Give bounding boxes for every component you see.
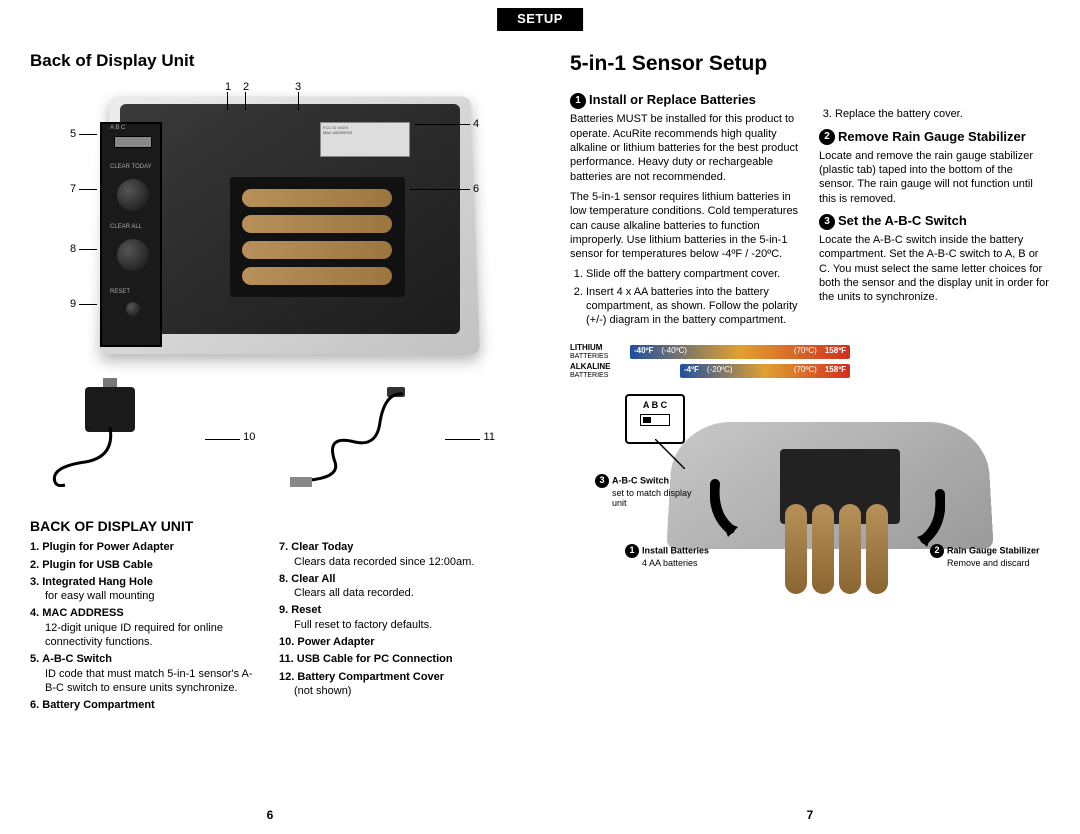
step1-heading: 1Install or Replace Batteries (570, 91, 801, 109)
abc-switch-label: 3A-B-C Switch set to match display unit (595, 474, 695, 510)
legend-columns: 1. Plugin for Power Adapter 2. Plugin fo… (30, 540, 510, 715)
callout-8: 8 (70, 242, 76, 256)
page-spread: Back of Display Unit FCC ID XXXXMAC ADDR… (0, 0, 1080, 834)
step1-li1: Slide off the battery compartment cover. (586, 267, 801, 281)
page-number-right: 7 (807, 808, 814, 824)
legend-col2: 7. Clear TodayClears data recorded since… (279, 540, 510, 715)
rain-gauge-label: 2Rain Gauge Stabilizer Remove and discar… (930, 544, 1060, 569)
right-page: 5-in-1 Sensor Setup 1Install or Replace … (540, 0, 1080, 834)
step1-list-cont: Replace the battery cover. (835, 107, 1050, 121)
step2-heading: 2Remove Rain Gauge Stabilizer (819, 128, 1050, 146)
usb-cable-illustration (285, 382, 415, 492)
legend-item: 5. A-B-C SwitchID code that must match 5… (30, 652, 261, 695)
legend-item: 2. Plugin for USB Cable (30, 558, 261, 572)
callout-11: 11 (484, 431, 495, 443)
temp-bars: LITHIUMBATTERIES -40ºF (-40ºC) (70ºC) 15… (570, 344, 1050, 379)
callout-5: 5 (70, 127, 76, 141)
callout-2: 2 (243, 80, 249, 94)
abc-callout: A B C (625, 394, 685, 444)
step3-heading: 3Set the A-B-C Switch (819, 212, 1050, 230)
step3-p1: Locate the A-B-C switch inside the batte… (819, 233, 1050, 304)
panel-abc-label: A B C (110, 125, 125, 133)
legend-item: 11. USB Cable for PC Connection (279, 652, 510, 666)
lithium-low: -40ºF (630, 346, 657, 356)
power-adapter-illustration (45, 382, 175, 492)
callout-1: 1 (225, 80, 231, 94)
callout-10: 10 (243, 431, 255, 443)
legend-item: 7. Clear TodayClears data recorded since… (279, 540, 510, 569)
batt-label: BATTERIES (570, 353, 608, 360)
panel-ca-label: CLEAR ALL (110, 224, 142, 232)
sensor-illustration: A B C 3A-B-C Switch set to match display… (570, 389, 1050, 599)
lithium-low-c: (-40ºC) (657, 346, 691, 356)
legend-item: 1. Plugin for Power Adapter (30, 540, 261, 554)
left-title: Back of Display Unit (30, 50, 510, 72)
step1-p1: Batteries MUST be installed for this pro… (570, 112, 801, 183)
alk-hi-c: (70ºC) (790, 365, 821, 375)
display-unit-illustration: FCC ID XXXXMAC ADDRESS A B C CLEAR TODAY… (55, 82, 485, 362)
alkaline-label: ALKALINE (570, 362, 610, 371)
left-page: Back of Display Unit FCC ID XXXXMAC ADDR… (0, 0, 540, 834)
legend-item: 9. ResetFull reset to factory defaults. (279, 603, 510, 632)
side-panel: A B C CLEAR TODAY CLEAR ALL RESET (100, 122, 162, 347)
alk-hi: 158ºF (821, 365, 850, 375)
right-title: 5-in-1 Sensor Setup (570, 50, 1050, 77)
panel-rs-label: RESET (110, 289, 130, 297)
step2-p1: Locate and remove the rain gauge stabili… (819, 149, 1050, 206)
step1-list: Slide off the battery compartment cover.… (586, 267, 801, 327)
fcc-label: FCC ID XXXXMAC ADDRESS (320, 122, 410, 157)
page-number-left: 6 (267, 808, 274, 824)
legend-item: 6. Battery Compartment (30, 698, 261, 712)
callout-4: 4 (473, 117, 479, 131)
legend-item: 10. Power Adapter (279, 635, 510, 649)
callout-9: 9 (70, 297, 76, 311)
step1-p2: The 5-in-1 sensor requires lithium batte… (570, 190, 801, 261)
lithium-hi: 158ºF (821, 346, 850, 356)
legend-item: 8. Clear AllClears all data recorded. (279, 572, 510, 601)
step1-li3: Replace the battery cover. (835, 107, 1050, 121)
legend-item: 3. Integrated Hang Holefor easy wall mou… (30, 575, 261, 604)
install-batt-label: 1Install Batteries 4 AA batteries (625, 544, 745, 569)
callout-7: 7 (70, 182, 76, 196)
legend-item: 12. Battery Compartment Cover(not shown) (279, 670, 510, 699)
legend-title: BACK OF DISPLAY UNIT (30, 517, 510, 535)
step1-li2: Insert 4 x AA batteries into the battery… (586, 285, 801, 328)
alk-low: -4ºF (680, 365, 703, 375)
lithium-label: LITHIUM (570, 343, 602, 352)
legend-item: 4. MAC ADDRESS12-digit unique ID require… (30, 606, 261, 649)
batt-label2: BATTERIES (570, 372, 608, 379)
alk-low-c: (-20ºC) (703, 365, 737, 375)
legend-col1: 1. Plugin for Power Adapter 2. Plugin fo… (30, 540, 261, 715)
lithium-hi-c: (70ºC) (790, 346, 821, 356)
right-text-cols: 1Install or Replace Batteries Batteries … (570, 87, 1050, 333)
panel-ct-label: CLEAR TODAY (110, 164, 152, 172)
accessory-row: 10 11 (30, 372, 510, 502)
callout-6: 6 (473, 182, 479, 196)
